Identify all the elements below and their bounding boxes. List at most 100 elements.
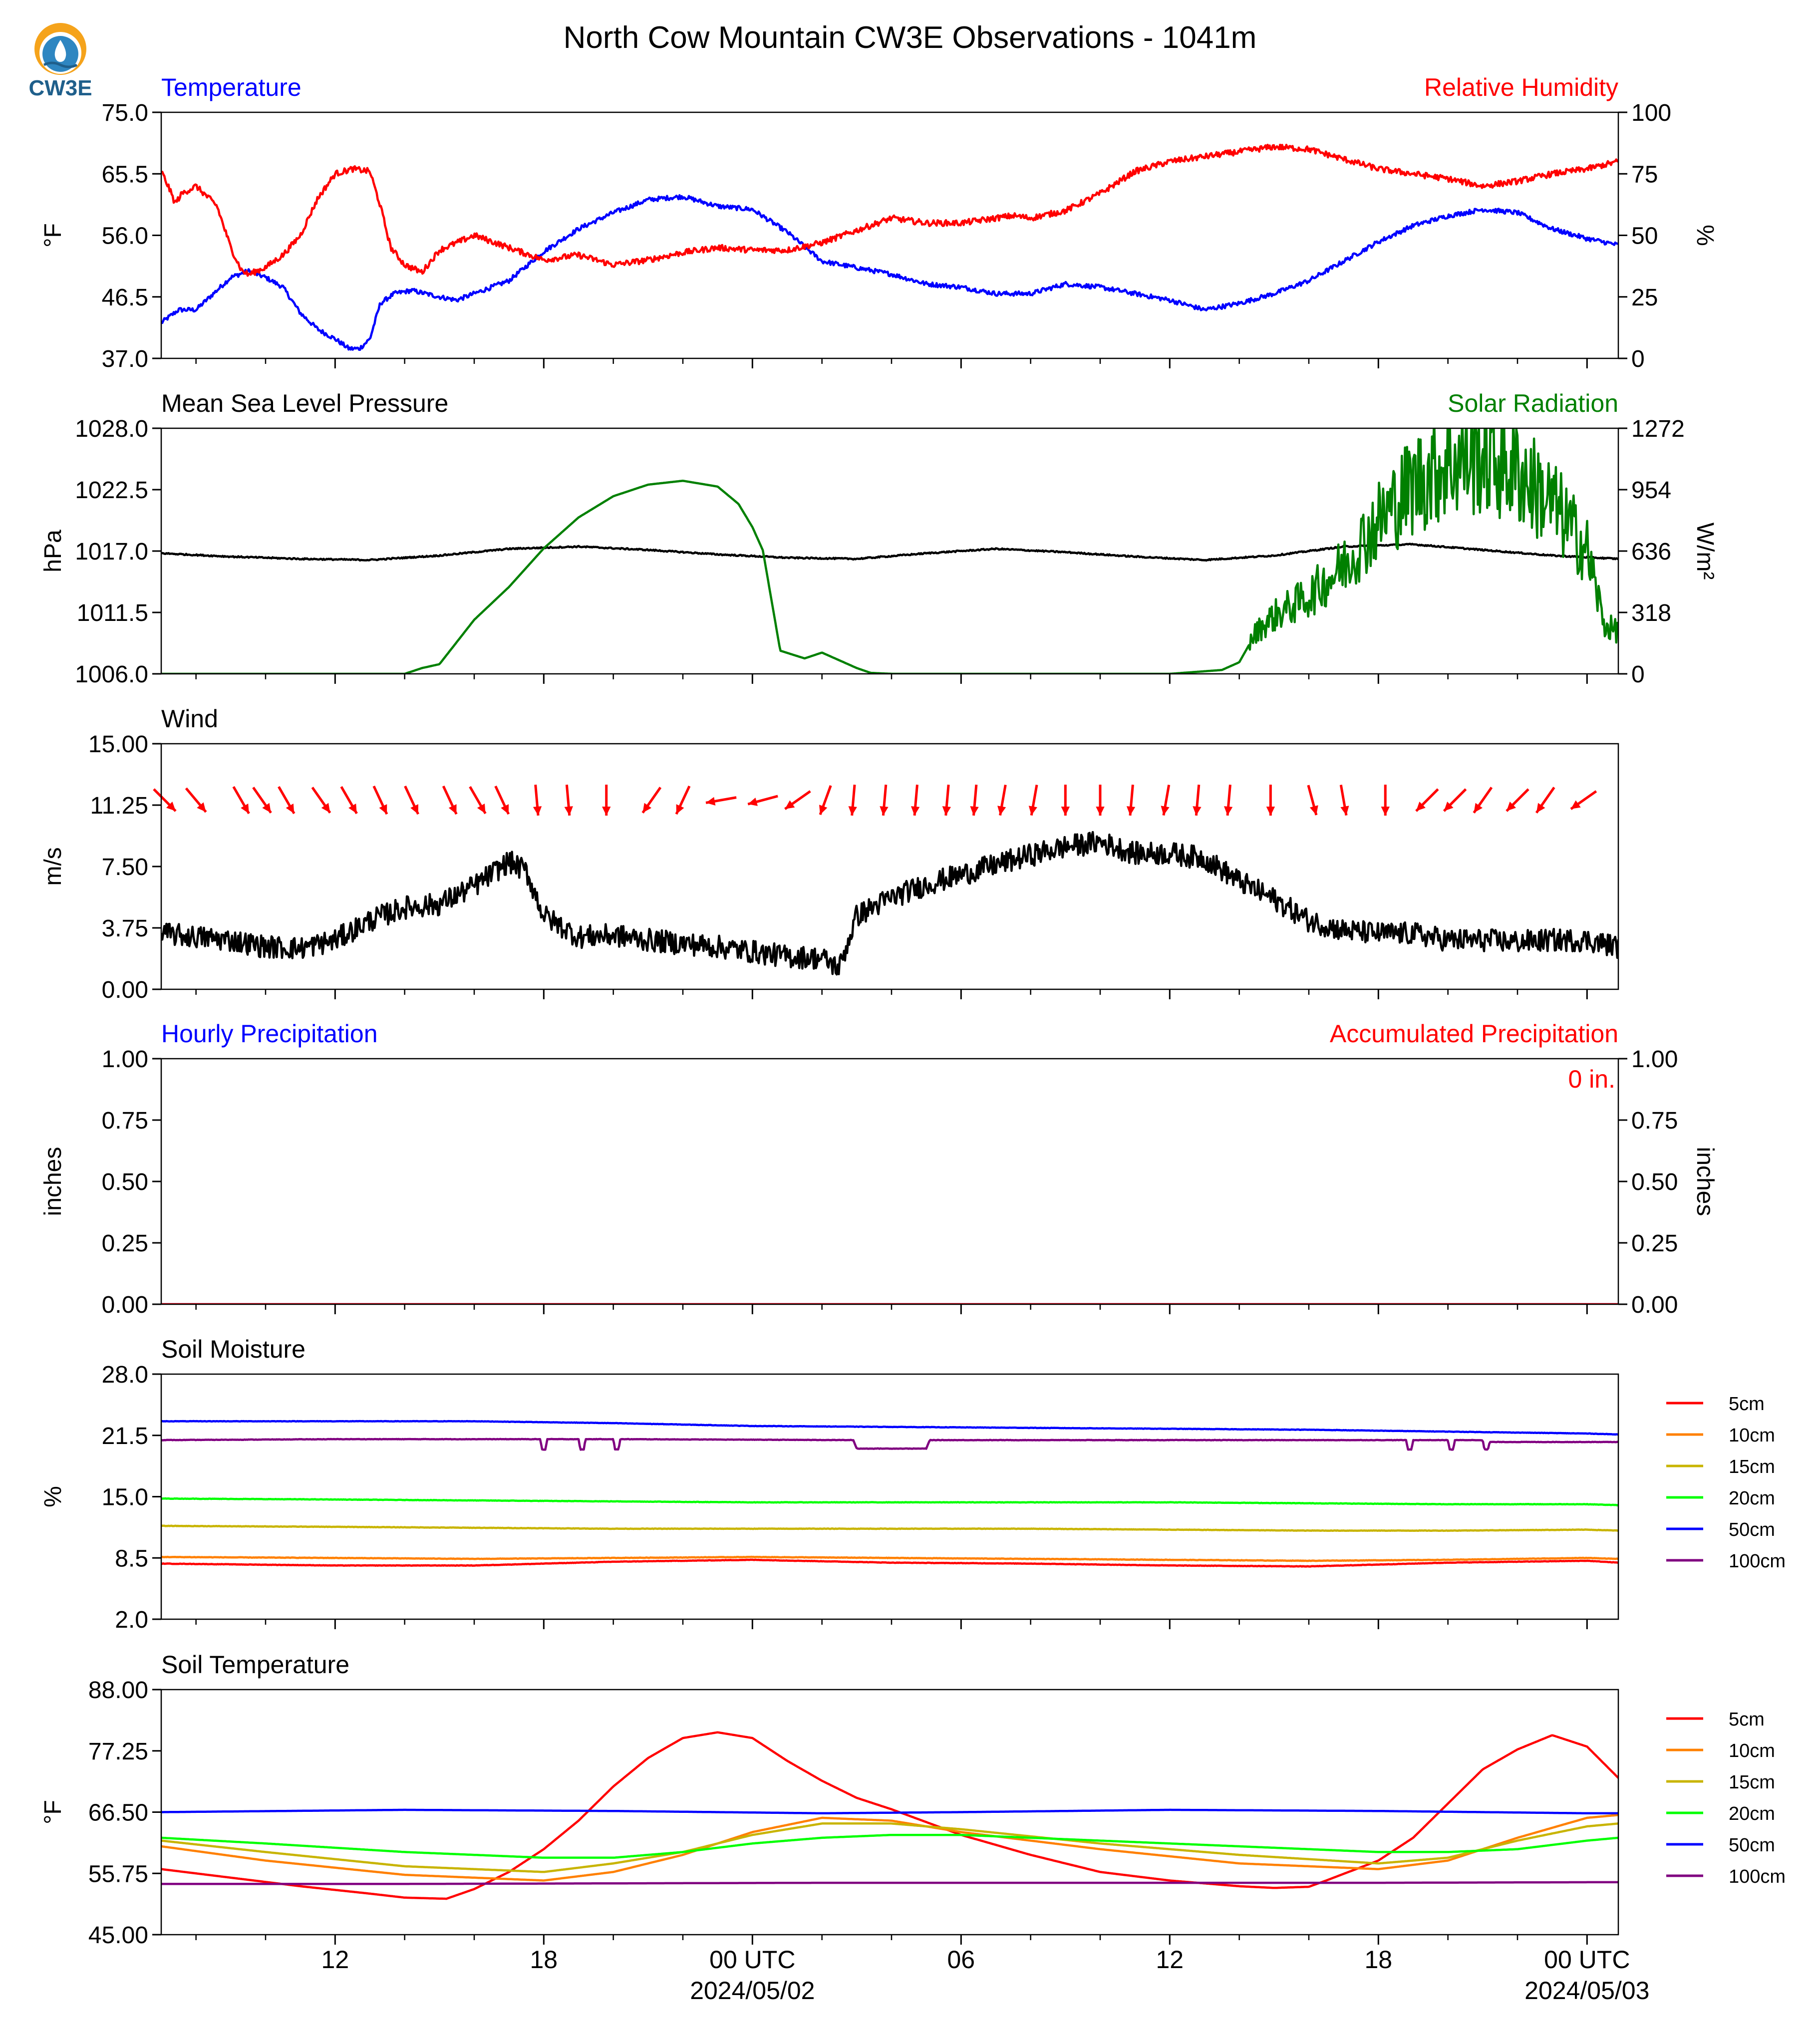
y-tick-label: 2.0	[115, 1607, 148, 1633]
wind-arrow-head	[642, 803, 651, 813]
wind-arrow	[1266, 785, 1275, 816]
wind-arrow-head	[564, 806, 573, 816]
series-line-5cm	[161, 1558, 1618, 1568]
series-line-left-0	[161, 543, 1618, 562]
legend-label: 50cm	[1729, 1519, 1775, 1540]
y-tick-label: 1028.0	[75, 416, 148, 442]
series-line-100cm	[161, 1881, 1618, 1885]
y-tick-label: 88.00	[88, 1677, 148, 1704]
wind-arrow	[1061, 785, 1070, 816]
wind-arrow-head	[1161, 806, 1170, 816]
y-tick-label: 1.00	[102, 1046, 148, 1073]
wind-arrow	[564, 784, 573, 816]
wind-arrow-head	[880, 806, 889, 816]
y-tick-label: 8.5	[115, 1545, 148, 1572]
wind-arrow	[1535, 787, 1555, 814]
wind-arrow	[784, 790, 811, 810]
wind-arrow	[404, 785, 419, 815]
y-tick-label: 3.75	[102, 915, 148, 942]
wind-arrow-head	[1061, 806, 1070, 816]
wind-arrow-head	[477, 803, 486, 814]
legend-label: 5cm	[1729, 1709, 1765, 1730]
wind-arrow-head	[785, 800, 795, 809]
wind-arrow-head	[1266, 806, 1275, 816]
series-line-right-1	[161, 143, 1618, 277]
wind-arrow	[252, 787, 272, 814]
wind-arrow-head	[533, 806, 542, 816]
series-line-20cm	[161, 1497, 1618, 1507]
wind-arrow	[311, 787, 331, 814]
wind-arrow-head	[241, 803, 249, 814]
wind-arrow	[533, 784, 542, 816]
wind-arrow	[1161, 785, 1171, 816]
cw3e-logo: CW3E	[28, 23, 92, 100]
wind-arrow	[997, 785, 1007, 816]
wind-arrow	[747, 795, 778, 806]
wind-arrow	[1381, 785, 1390, 816]
series-line-100cm	[161, 1438, 1618, 1451]
panels: Temperature Relative Humidity 75.0 65.5 56.0…	[40, 73, 1786, 1949]
legend-label: 15cm	[1729, 1772, 1775, 1793]
y2-axis-label: W/m²	[1692, 523, 1718, 580]
wind-arrow-head	[1416, 802, 1426, 811]
wind-arrow-head	[1193, 806, 1202, 816]
legend-label: 10cm	[1729, 1740, 1775, 1761]
wind-arrow	[1126, 784, 1136, 816]
logo-drop	[54, 40, 66, 62]
y-tick-label: 0.00	[102, 977, 148, 1003]
wind-arrow	[970, 784, 979, 816]
x-date-label: 2024/05/02	[690, 1977, 815, 2005]
plot-frame	[160, 1373, 1619, 1620]
wind-arrow	[602, 785, 611, 816]
wind-arrow-head	[1028, 806, 1037, 816]
panel-title-left: Wind	[161, 705, 218, 733]
wind-arrow	[372, 785, 388, 815]
y2-tick-label: 0.25	[1631, 1230, 1678, 1257]
wind-arrow-head	[379, 804, 387, 815]
y2-tick-label: 75	[1631, 161, 1658, 188]
wind-arrow-head	[1340, 806, 1349, 816]
wind-arrow	[1028, 785, 1038, 816]
panel-wind: Wind 15.00 11.25 7.50 3.75 0.00 m/s	[40, 705, 1619, 1003]
wind-arrow-head	[166, 802, 176, 811]
y-axis-label: %	[40, 1486, 66, 1507]
panel-soil_moisture: Soil Moisture 28.0 21.5 15.0 8.5 2.0% 5cm 10cm 1…	[40, 1335, 1786, 1633]
y-axis-label: °F	[40, 223, 66, 248]
panel-title-right: Solar Radiation	[1448, 389, 1618, 417]
y-tick-label: 66.50	[88, 1800, 148, 1826]
panel-title-left: Soil Moisture	[161, 1335, 305, 1363]
wind-arrow-head	[1096, 806, 1105, 816]
y-tick-label: 1011.5	[77, 600, 148, 626]
x-tick-label: 18	[1364, 1946, 1392, 1974]
panel-title-right: Accumulated Precipitation	[1330, 1020, 1618, 1048]
y2-tick-label: 50	[1631, 223, 1658, 250]
wind-arrow	[942, 784, 951, 816]
y-tick-label: 1017.0	[75, 539, 148, 565]
y-tick-label: 56.0	[102, 223, 148, 250]
y-tick-label: 21.5	[102, 1423, 148, 1449]
series-line-15cm	[161, 1524, 1618, 1532]
plot-frame	[160, 1058, 1619, 1305]
x-tick-label: 06	[947, 1946, 975, 1974]
wind-arrow-head	[602, 806, 611, 816]
wind-arrow-head	[997, 806, 1006, 816]
wind-arrow	[494, 785, 510, 815]
series-line-50cm	[161, 1420, 1618, 1436]
wind-arrow-head	[819, 805, 828, 815]
wind-arrow-head	[1223, 806, 1233, 816]
y2-tick-label: 1.00	[1631, 1046, 1678, 1073]
precip-total-annotation: 0 in.	[1568, 1065, 1615, 1093]
y2-tick-label: 318	[1631, 600, 1671, 626]
wind-arrow-head	[321, 803, 330, 813]
y2-tick-label: 0.75	[1631, 1108, 1678, 1134]
wind-arrow	[910, 784, 920, 816]
wind-arrow	[1223, 784, 1233, 816]
y-tick-label: 0.75	[102, 1108, 148, 1134]
y2-tick-label: 25	[1631, 285, 1658, 311]
wind-arrow	[1096, 785, 1105, 816]
wind-arrow	[1415, 788, 1439, 812]
wind-arrow-head	[1309, 805, 1318, 815]
wind-arrow	[1339, 785, 1349, 816]
panel-title-left: Mean Sea Level Pressure	[161, 389, 448, 417]
